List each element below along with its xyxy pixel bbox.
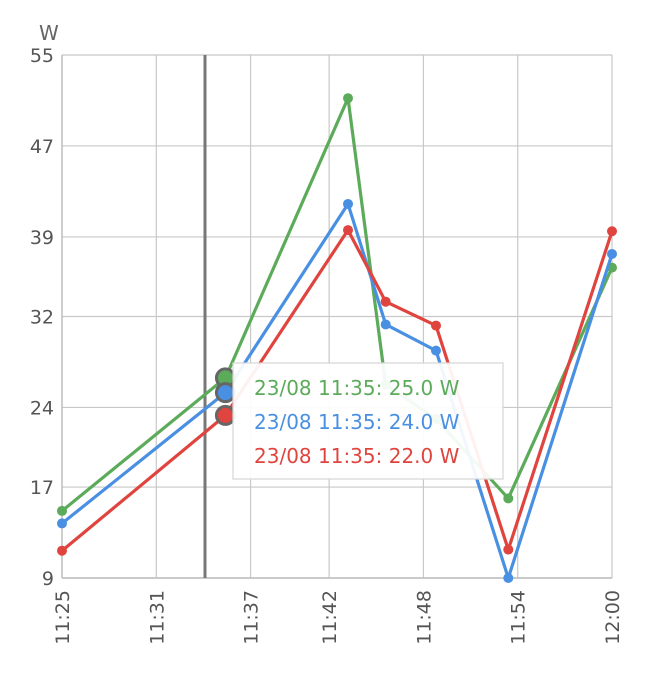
- data-point: [503, 573, 514, 583]
- data-point: [343, 93, 353, 104]
- y-tick-label: 17: [30, 477, 54, 499]
- data-point: [607, 248, 617, 259]
- x-tick-label: 12:00: [602, 590, 624, 645]
- x-tick-label: 11:31: [146, 590, 168, 645]
- hover-marker: [214, 382, 236, 404]
- tooltip-line: 23/08 11:35: 22.0 W: [254, 444, 460, 468]
- x-tick-label: 11:37: [241, 590, 263, 645]
- data-point: [57, 505, 67, 516]
- data-point: [57, 545, 67, 556]
- y-tick-label: 32: [30, 307, 54, 329]
- series: [57, 93, 617, 583]
- data-point: [431, 320, 441, 331]
- axes: 9 17 24 32 39 47 55 11:25 11:31 11:37 11:42 11:48 11…: [30, 21, 624, 645]
- data-point: [343, 225, 353, 236]
- hover-markers: [214, 367, 236, 426]
- x-tick-label: 11:42: [319, 590, 341, 645]
- y-tick-label: 9: [42, 568, 54, 590]
- data-point: [607, 226, 617, 237]
- tooltip-line: 23/08 11:35: 24.0 W: [254, 410, 460, 434]
- y-tick-label: 24: [30, 397, 54, 419]
- y-axis-unit-label: W: [39, 21, 59, 45]
- y-tick-label: 47: [30, 136, 54, 158]
- tooltip: 23/08 11:35: 25.0 W 23/08 11:35: 24.0 W 23…: [232, 362, 504, 480]
- hover-marker: [214, 404, 236, 426]
- y-tick-label: 39: [30, 227, 54, 249]
- data-point: [503, 493, 514, 504]
- data-point: [380, 296, 391, 307]
- data-point: [343, 198, 353, 209]
- data-point: [431, 345, 441, 356]
- x-tick-label: 11:48: [413, 590, 435, 645]
- tooltip-box: [232, 362, 504, 480]
- x-tick-label: 11:54: [508, 590, 530, 645]
- data-point: [380, 319, 391, 330]
- tooltip-line: 23/08 11:35: 25.0 W: [254, 376, 460, 400]
- data-point: [57, 518, 67, 529]
- data-point: [503, 544, 514, 555]
- grid: [61, 54, 613, 579]
- y-tick-label: 55: [30, 45, 54, 67]
- x-tick-label: 11:25: [52, 590, 74, 645]
